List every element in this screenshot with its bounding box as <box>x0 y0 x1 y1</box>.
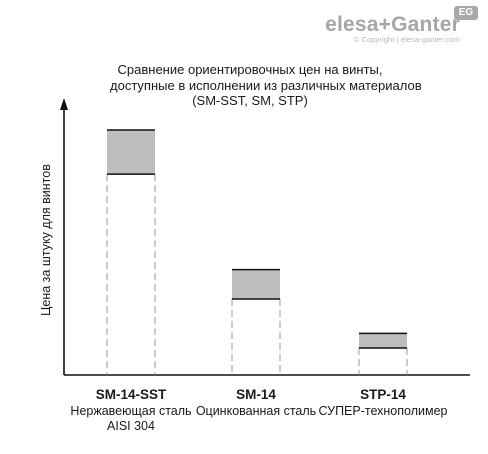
price-range-bar-stp-14 <box>359 333 407 349</box>
category-code-stp-14: STP-14 <box>360 387 406 402</box>
chart-title: Сравнение ориентировочных цен на винты, … <box>110 62 422 109</box>
brand-logo: EG elesa+Ganter © Copyright | elesa-gant… <box>325 6 478 44</box>
category-material-sm-14: Оцинкованная сталь <box>195 404 317 418</box>
price-range-bar-sm-14-sst <box>107 130 155 175</box>
category-label-sm-14: SM-14 Оцинкованная сталь <box>196 387 316 419</box>
plot-marks <box>60 98 470 376</box>
category-material-sm-14-sst-line-1: Нержавеющая сталь <box>70 404 192 418</box>
price-range-bar-sm-14 <box>232 269 280 300</box>
logo-badge: EG <box>454 6 478 20</box>
chart-title-line-3: (SM-SST, SM, STP) <box>192 93 308 108</box>
chart-title-line-1: Сравнение ориентировочных цен на винты, <box>117 62 383 77</box>
logo-wordmark: elesa+Ganter <box>325 13 460 36</box>
y-axis-arrow <box>60 98 68 110</box>
logo-copyright: © Copyright | elesa-ganter.com <box>353 35 460 44</box>
category-code-sm-14-sst: SM-14-SST <box>95 387 167 402</box>
category-code-sm-14: SM-14 <box>236 387 276 402</box>
chart-title-line-2: доступные в исполнении из различных мате… <box>110 77 422 93</box>
category-material-sm-14-sst-line-2: AISI 304 <box>107 419 155 433</box>
category-label-stp-14: STP-14 СУПЕР-технополимер <box>319 387 448 419</box>
category-material-stp-14: СУПЕР-технополимер <box>318 404 448 418</box>
category-label-sm-14-sst: SM-14-SST Нержавеющая сталь AISI 304 <box>70 387 191 434</box>
